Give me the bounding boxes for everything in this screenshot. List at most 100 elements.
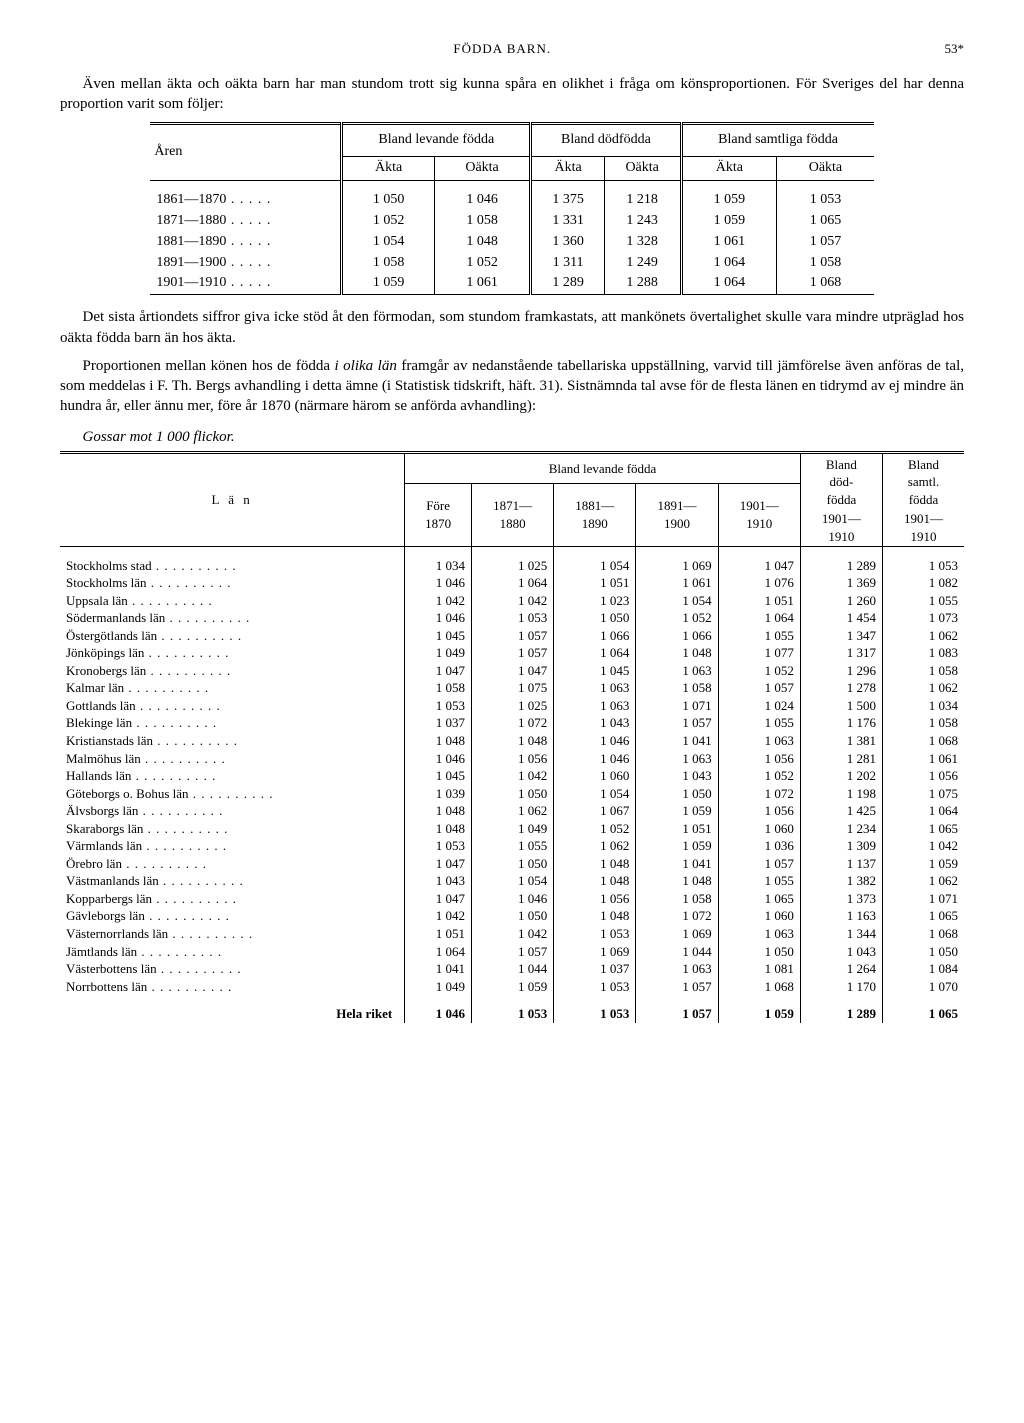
table-row: Hallands län1 0451 0421 0601 0431 0521 2… (60, 767, 964, 785)
lan-name-cell: Stockholms stad (60, 546, 405, 574)
value-cell: 1 072 (472, 714, 554, 732)
table-row: Värmlands län1 0531 0551 0621 0591 0361 … (60, 837, 964, 855)
value-cell: 1 039 (405, 785, 472, 803)
value-cell: 1 311 (531, 253, 605, 274)
value-cell: 1 051 (718, 592, 800, 610)
value-cell: 1 083 (883, 644, 964, 662)
value-cell: 1 347 (800, 627, 882, 645)
table-row: Älvsborgs län1 0481 0621 0671 0591 0561 … (60, 802, 964, 820)
value-cell: 1 064 (681, 253, 777, 274)
value-cell: 1 050 (472, 907, 554, 925)
value-cell: 1 055 (718, 627, 800, 645)
value-cell: 1 059 (681, 211, 777, 232)
value-cell: 1 047 (405, 890, 472, 908)
value-cell: 1 317 (800, 644, 882, 662)
table-row: Blekinge län1 0371 0721 0431 0571 0551 1… (60, 714, 964, 732)
total-value-cell: 1 053 (554, 995, 636, 1023)
value-cell: 1 070 (883, 978, 964, 996)
value-cell: 1 056 (718, 750, 800, 768)
value-cell: 1 034 (883, 697, 964, 715)
t1-grp-dodfodda: Bland dödfödda (531, 124, 681, 157)
value-cell: 1 053 (554, 978, 636, 996)
paragraph-3: Proportionen mellan könen hos de födda i… (60, 356, 964, 417)
value-cell: 1 034 (405, 546, 472, 574)
value-cell: 1 050 (883, 943, 964, 961)
value-cell: 1 050 (636, 785, 718, 803)
value-cell: 1 057 (636, 714, 718, 732)
lan-name-cell: Malmöhus län (60, 750, 405, 768)
value-cell: 1 073 (883, 609, 964, 627)
table-row: Västernorrlands län1 0511 0421 0531 0691… (60, 925, 964, 943)
t2-period: 1881—1890 (554, 484, 636, 546)
value-cell: 1 052 (636, 609, 718, 627)
table-row: 1881—18901 0541 0481 3601 3281 0611 057 (150, 232, 873, 253)
table-row: Norrbottens län1 0491 0591 0531 0571 068… (60, 978, 964, 996)
value-cell: 1 381 (800, 732, 882, 750)
table-row: Västerbottens län1 0411 0441 0371 0631 0… (60, 960, 964, 978)
value-cell: 1 054 (554, 785, 636, 803)
value-cell: 1 063 (718, 925, 800, 943)
lan-name-cell: Stockholms län (60, 574, 405, 592)
value-cell: 1 037 (405, 714, 472, 732)
value-cell: 1 064 (472, 574, 554, 592)
value-cell: 1 360 (531, 232, 605, 253)
lan-name-cell: Örebro län (60, 855, 405, 873)
lan-name-cell: Västmanlands län (60, 872, 405, 890)
table2-caption: Gossar mot 1 000 flickor. (60, 427, 964, 447)
value-cell: 1 048 (472, 732, 554, 750)
value-cell: 1 069 (636, 925, 718, 943)
t2-period: 1901—1910 (800, 510, 882, 546)
lan-name-cell: Göteborgs o. Bohus län (60, 785, 405, 803)
value-cell: 1 063 (718, 732, 800, 750)
value-cell: 1 234 (800, 820, 882, 838)
value-cell: 1 063 (636, 960, 718, 978)
value-cell: 1 260 (800, 592, 882, 610)
value-cell: 1 042 (405, 907, 472, 925)
table-row: Gottlands län1 0531 0251 0631 0711 0241 … (60, 697, 964, 715)
value-cell: 1 170 (800, 978, 882, 996)
lan-name-cell: Gävleborgs län (60, 907, 405, 925)
value-cell: 1 062 (554, 837, 636, 855)
value-cell: 1 048 (434, 232, 530, 253)
value-cell: 1 373 (800, 890, 882, 908)
table-row: Kronobergs län1 0471 0471 0451 0631 0521… (60, 662, 964, 680)
value-cell: 1 058 (883, 714, 964, 732)
t1-sub-akta: Äkta (681, 156, 777, 180)
value-cell: 1 053 (554, 925, 636, 943)
table-row: 1901—19101 0591 0611 2891 2881 0641 068 (150, 273, 873, 294)
value-cell: 1 053 (883, 546, 964, 574)
value-cell: 1 045 (554, 662, 636, 680)
value-cell: 1 067 (554, 802, 636, 820)
value-cell: 1 056 (718, 802, 800, 820)
value-cell: 1 048 (554, 855, 636, 873)
value-cell: 1 065 (883, 907, 964, 925)
lan-name-cell: Älvsborgs län (60, 802, 405, 820)
table-row: 1861—18701 0501 0461 3751 2181 0591 053 (150, 180, 873, 210)
table-row: Jönköpings län1 0491 0571 0641 0481 0771… (60, 644, 964, 662)
value-cell: 1 058 (405, 679, 472, 697)
value-cell: 1 369 (800, 574, 882, 592)
value-cell: 1 055 (883, 592, 964, 610)
value-cell: 1 055 (718, 872, 800, 890)
value-cell: 1 041 (636, 855, 718, 873)
value-cell: 1 054 (342, 232, 435, 253)
value-cell: 1 045 (405, 627, 472, 645)
table-row: Uppsala län1 0421 0421 0231 0541 0511 26… (60, 592, 964, 610)
t1-sub-oakta: Oäkta (777, 156, 874, 180)
value-cell: 1 454 (800, 609, 882, 627)
header-page-number: 53* (945, 40, 965, 58)
value-cell: 1 046 (405, 609, 472, 627)
value-cell: 1 058 (434, 211, 530, 232)
value-cell: 1 042 (472, 767, 554, 785)
value-cell: 1 048 (405, 802, 472, 820)
table-row: Södermanlands län1 0461 0531 0501 0521 0… (60, 609, 964, 627)
value-cell: 1 052 (342, 211, 435, 232)
table-sex-proportion-years: Åren Bland levande födda Bland dödfödda … (150, 122, 873, 295)
year-cell: 1901—1910 (150, 273, 341, 294)
value-cell: 1 056 (554, 890, 636, 908)
value-cell: 1 249 (604, 253, 681, 274)
header-title: FÖDDA BARN. (453, 40, 551, 58)
value-cell: 1 058 (342, 253, 435, 274)
value-cell: 1 056 (472, 750, 554, 768)
value-cell: 1 072 (636, 907, 718, 925)
